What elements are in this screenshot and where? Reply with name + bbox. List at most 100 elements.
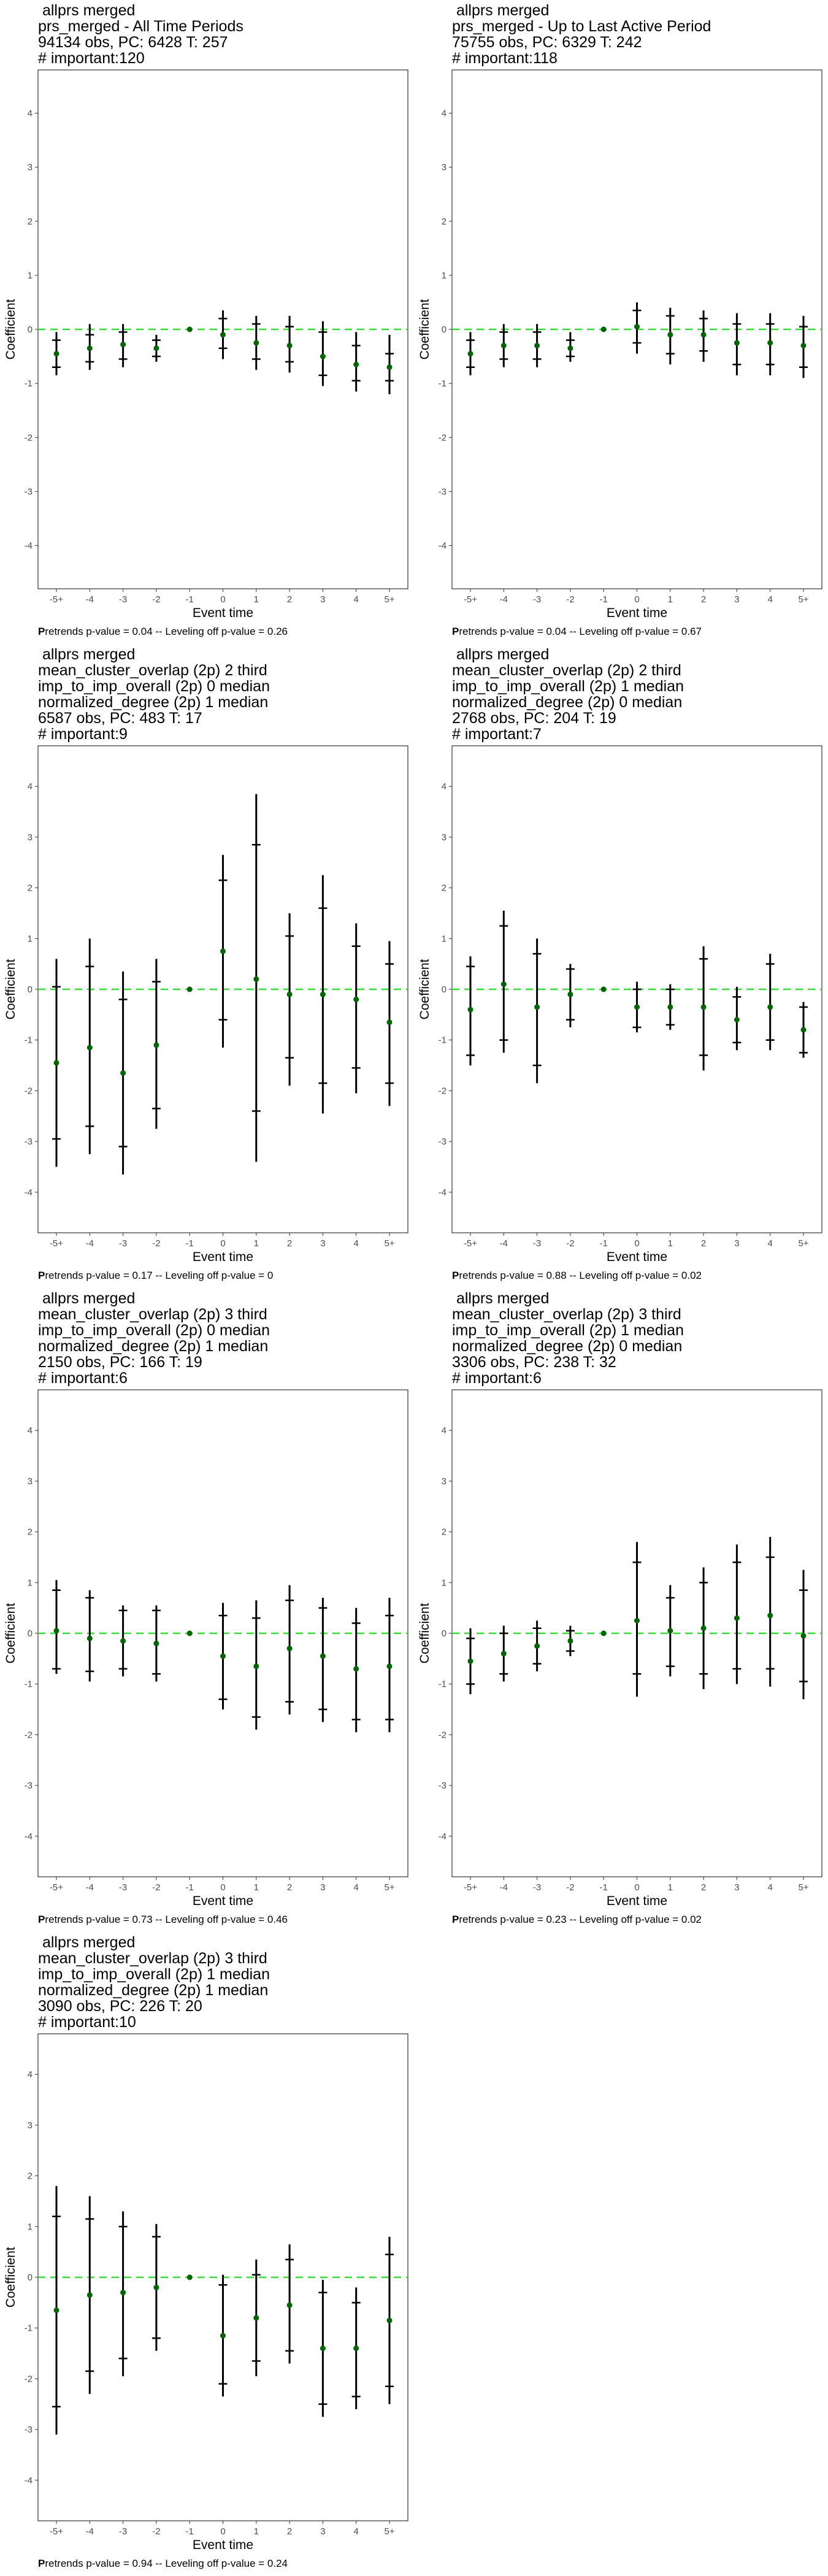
x-tick-label: -1 bbox=[186, 2526, 194, 2537]
y-axis-title: Coefficient bbox=[4, 959, 18, 1019]
y-tick-label: 3 bbox=[28, 832, 33, 843]
y-tick-label: 0 bbox=[442, 324, 447, 335]
chart-title-line: # important:6 bbox=[452, 1370, 542, 1387]
y-tick-label: -2 bbox=[439, 1086, 447, 1096]
y-tick-label: 4 bbox=[28, 2069, 33, 2080]
data-point bbox=[53, 351, 59, 357]
chart-title-line: normalized_degree (2p) 1 median bbox=[38, 694, 269, 711]
data-point bbox=[120, 2290, 126, 2296]
data-point bbox=[767, 340, 773, 346]
data-point bbox=[220, 2333, 226, 2339]
data-point bbox=[286, 2302, 293, 2308]
p-value-caption: Pretrends p-value = 0.94 -- Leveling off… bbox=[38, 2558, 288, 2570]
chart-title-line: allprs merged bbox=[38, 1290, 136, 1307]
chart-title-line: allprs merged bbox=[452, 2, 550, 19]
x-tick-label: -3 bbox=[533, 594, 541, 605]
x-tick-label: 5+ bbox=[798, 1882, 808, 1893]
x-tick-label: 1 bbox=[668, 1238, 673, 1249]
chart-title-line: imp_to_imp_overall (2p) 1 median bbox=[452, 678, 684, 695]
data-point bbox=[253, 340, 259, 346]
chart-svg: 4 3 2 1 0 -1 -2 -3 -4 -5+ -4 -3 -2 -1 0 1 2 3 4 5+ Event tim… bbox=[4, 1389, 408, 1908]
x-tick-label: -2 bbox=[152, 2526, 160, 2537]
y-axis-title: Coefficient bbox=[418, 959, 432, 1019]
y-tick-label: -1 bbox=[439, 1679, 447, 1690]
x-tick-label: -1 bbox=[600, 1238, 608, 1249]
y-tick-label: -2 bbox=[439, 432, 447, 443]
y-tick-label: 4 bbox=[442, 1425, 447, 1436]
data-point bbox=[386, 364, 393, 370]
chart-title-line: prs_merged - Up to Last Active Period bbox=[452, 18, 711, 35]
data-point bbox=[734, 1017, 740, 1023]
chart-title-line: 3306 obs, PC: 238 T: 32 bbox=[452, 1354, 616, 1371]
x-tick-label: -3 bbox=[533, 1238, 541, 1249]
y-tick-label: -4 bbox=[439, 1187, 447, 1198]
y-tick-label: 1 bbox=[28, 2221, 33, 2232]
chart-title-line: 6587 obs, PC: 483 T: 17 bbox=[38, 710, 202, 727]
data-point bbox=[386, 1019, 393, 1025]
data-point bbox=[86, 1635, 93, 1641]
y-tick-label: -4 bbox=[439, 541, 447, 551]
data-point bbox=[634, 1617, 640, 1623]
data-point bbox=[667, 1004, 673, 1010]
data-point bbox=[253, 976, 259, 982]
x-tick-label: 0 bbox=[220, 2526, 225, 2537]
p-value-caption: Pretrends p-value = 0.88 -- Leveling off… bbox=[452, 1270, 702, 1282]
x-tick-label: 0 bbox=[220, 594, 225, 605]
x-tick-label: 4 bbox=[354, 1882, 359, 1893]
data-point bbox=[186, 326, 193, 332]
caption-bold-initial: P bbox=[38, 626, 45, 637]
x-tick-label: -2 bbox=[152, 1238, 160, 1249]
data-point bbox=[153, 2285, 159, 2291]
chart-title-line: allprs merged bbox=[452, 1290, 550, 1307]
data-point bbox=[534, 342, 540, 348]
chart-title-line: mean_cluster_overlap (2p) 3 third bbox=[38, 1306, 267, 1323]
x-tick-label: -2 bbox=[566, 594, 574, 605]
p-value-caption: Pretrends p-value = 0.23 -- Leveling off… bbox=[452, 1914, 702, 1926]
x-axis-title: Event time bbox=[607, 1894, 667, 1908]
data-point bbox=[53, 2307, 59, 2313]
y-tick-label: -3 bbox=[439, 1137, 447, 1147]
y-tick-label: -2 bbox=[439, 1730, 447, 1740]
y-tick-label: 0 bbox=[28, 1628, 33, 1639]
y-tick-label: 4 bbox=[28, 781, 33, 792]
data-point bbox=[353, 361, 359, 367]
chart-title-line: # important:7 bbox=[452, 726, 542, 743]
data-point bbox=[567, 1638, 573, 1644]
x-tick-label: 2 bbox=[701, 1882, 706, 1893]
y-tick-label: 1 bbox=[442, 270, 447, 281]
y-axis-title: Coefficient bbox=[4, 2247, 18, 2307]
x-tick-label: 4 bbox=[354, 1238, 359, 1249]
y-tick-label: -3 bbox=[439, 1781, 447, 1791]
y-tick-label: -3 bbox=[25, 2425, 33, 2435]
y-tick-label: -4 bbox=[25, 2475, 33, 2486]
y-axis-title: Coefficient bbox=[418, 299, 432, 359]
y-tick-label: -2 bbox=[25, 1730, 33, 1740]
chart-title-line: mean_cluster_overlap (2p) 3 third bbox=[38, 1950, 267, 1967]
chart-panel-3: allprs merged mean_cluster_overlap (2p) 2… bbox=[0, 644, 414, 1288]
chart-title-line: # important:120 bbox=[38, 50, 145, 67]
data-point bbox=[220, 948, 226, 954]
y-tick-label: -3 bbox=[439, 486, 447, 497]
data-point bbox=[86, 345, 93, 351]
y-tick-label: 2 bbox=[442, 1527, 447, 1538]
x-tick-label: 5+ bbox=[798, 594, 808, 605]
x-tick-label: 0 bbox=[220, 1882, 225, 1893]
x-tick-label: -5+ bbox=[50, 594, 63, 605]
x-tick-label: 1 bbox=[254, 594, 259, 605]
x-tick-label: -5+ bbox=[50, 1882, 63, 1893]
y-tick-label: 3 bbox=[442, 163, 447, 173]
x-axis-title: Event time bbox=[193, 1894, 253, 1908]
data-point bbox=[634, 324, 640, 330]
x-tick-label: 2 bbox=[701, 1238, 706, 1249]
chart-svg: 4 3 2 1 0 -1 -2 -3 -4 -5+ -4 -3 -2 -1 0 1 2 3 4 5+ Event tim… bbox=[418, 1389, 822, 1908]
data-point bbox=[286, 342, 293, 348]
data-point bbox=[634, 1004, 640, 1010]
data-point bbox=[320, 2345, 326, 2352]
data-point bbox=[500, 1650, 507, 1657]
x-tick-label: -3 bbox=[119, 1882, 127, 1893]
x-tick-label: 5+ bbox=[384, 1882, 394, 1893]
data-point bbox=[386, 1663, 393, 1669]
data-point bbox=[734, 340, 740, 346]
data-point bbox=[467, 1006, 473, 1013]
data-point bbox=[467, 1658, 473, 1664]
